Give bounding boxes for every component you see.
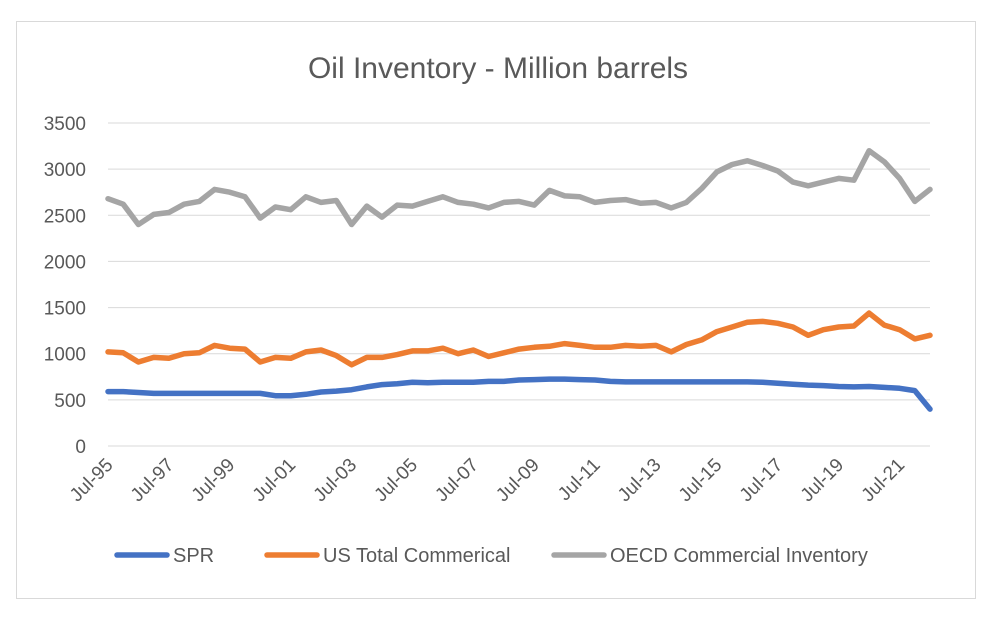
x-tick-label: Jul-21	[858, 455, 909, 506]
x-tick-label: Jul-11	[554, 455, 604, 505]
x-tick-label: Jul-15	[675, 455, 726, 506]
series-line-2	[105, 147, 933, 228]
y-tick-label: 0	[75, 437, 86, 458]
x-tick-label: Jul-19	[797, 455, 848, 506]
x-tick-label: Jul-01	[249, 455, 300, 506]
y-tick-label: 1500	[44, 299, 86, 320]
y-axis-ticks: 0 500 1000 1500 2000 2500 3000 3500	[44, 114, 86, 458]
y-tick-label: 2500	[44, 206, 86, 227]
series-lines	[105, 147, 933, 412]
y-tick-label: 3000	[44, 160, 86, 181]
y-tick-label: 1000	[44, 345, 86, 366]
x-axis-ticks: Jul-95 Jul-97 Jul-99 Jul-01 Jul-03 Jul-05 Jul-…	[66, 455, 909, 506]
legend-label: OECD Commercial Inventory	[610, 545, 868, 567]
chart-container: Oil Inventory - Million barrels 0 500 1000…	[16, 21, 976, 599]
x-tick-label: Jul-03	[310, 455, 361, 506]
y-tick-label: 3500	[44, 114, 86, 135]
x-tick-label: Jul-17	[736, 455, 787, 506]
oil-inventory-chart: Oil Inventory - Million barrels 0 500 1000…	[44, 52, 933, 567]
x-tick-label: Jul-07	[431, 455, 482, 506]
x-tick-label: Jul-99	[188, 455, 239, 506]
legend: SPR US Total Commerical OECD Commercial In…	[114, 545, 868, 567]
series-line-1	[105, 310, 933, 368]
series-line-0	[105, 376, 933, 412]
x-tick-label: Jul-13	[614, 455, 665, 506]
legend-label: SPR	[173, 545, 214, 567]
chart-title: Oil Inventory - Million barrels	[308, 52, 688, 85]
y-tick-label: 2000	[44, 252, 86, 273]
y-tick-label: 500	[54, 391, 86, 412]
legend-label: US Total Commerical	[323, 545, 510, 567]
x-tick-label: Jul-09	[492, 455, 543, 506]
gridlines	[108, 122, 930, 447]
x-tick-label: Jul-95	[66, 455, 117, 506]
x-tick-label: Jul-97	[127, 455, 178, 506]
x-tick-label: Jul-05	[371, 455, 422, 506]
